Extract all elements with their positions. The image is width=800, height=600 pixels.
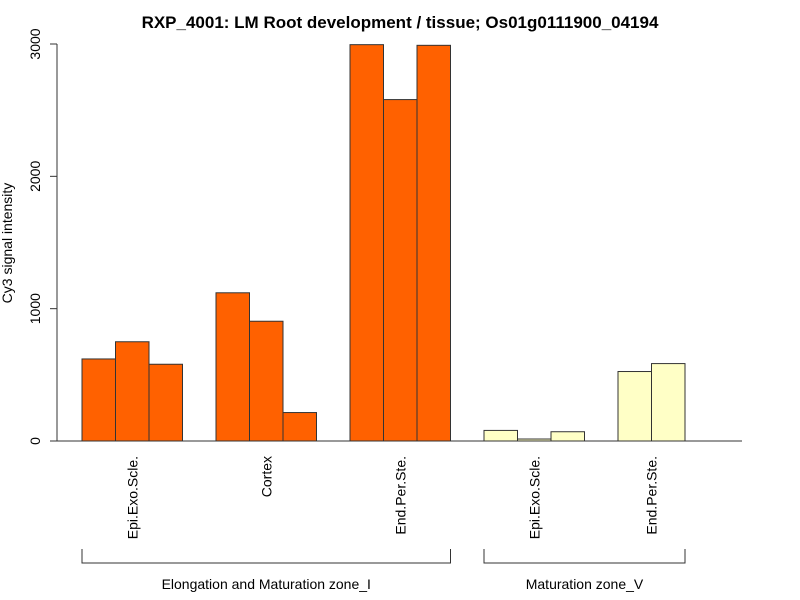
category-label: End.Per.Ste.	[392, 456, 408, 535]
bars	[81, 44, 686, 442]
category-label: Epi.Exo.Scle.	[526, 456, 542, 539]
category-label: End.Per.Ste.	[644, 456, 660, 535]
bar	[483, 429, 518, 442]
category-label: Epi.Exo.Scle.	[124, 456, 140, 539]
group-label: Elongation and Maturation zone_I	[162, 576, 371, 592]
y-axis: 0 1000 2000 3000	[27, 28, 58, 445]
group-bracket	[483, 549, 686, 564]
bar	[215, 292, 250, 442]
bar	[115, 341, 150, 442]
bar	[349, 44, 384, 442]
bar	[617, 371, 652, 442]
bar	[651, 363, 686, 442]
bar	[517, 438, 552, 442]
category-label: Cortex	[258, 456, 274, 497]
group-label: Maturation zone_V	[526, 576, 644, 592]
group-brackets: Elongation and Maturation zone_I Maturati…	[81, 549, 686, 592]
bar	[383, 99, 418, 442]
bar	[81, 358, 116, 442]
y-tick-label: 0	[27, 437, 43, 445]
y-tick-label: 1000	[27, 293, 43, 324]
y-tick-label: 2000	[27, 161, 43, 192]
bar	[249, 320, 284, 442]
bar	[282, 412, 317, 442]
group-bracket	[81, 549, 451, 564]
category-labels: Epi.Exo.Scle. Cortex End.Per.Ste. Epi.Exo.S…	[124, 456, 659, 539]
y-tick-label: 3000	[27, 28, 43, 59]
chart-title: RXP_4001: LM Root development / tissue; …	[142, 13, 659, 32]
bar	[416, 44, 451, 442]
bar	[550, 431, 585, 442]
bar	[148, 363, 183, 442]
y-axis-label: Cy3 signal intensity	[0, 183, 15, 304]
